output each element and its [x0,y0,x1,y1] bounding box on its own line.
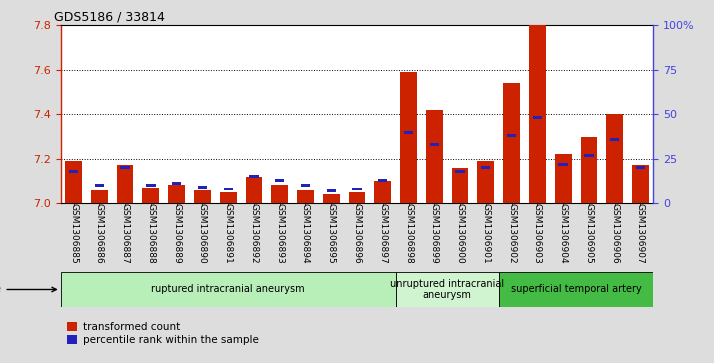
Bar [374,181,391,203]
Text: GSM1306902: GSM1306902 [507,203,516,264]
Text: GSM1306905: GSM1306905 [584,203,593,264]
Bar [121,166,130,169]
Bar [400,72,417,203]
Bar [353,188,361,191]
Bar [275,179,284,182]
Text: GSM1306885: GSM1306885 [69,203,78,264]
Bar [297,190,314,203]
Bar [533,117,542,119]
Bar [301,184,310,187]
Bar [558,163,568,166]
Text: GSM1306900: GSM1306900 [456,203,465,264]
Bar [529,25,545,203]
Bar [194,190,211,203]
Bar [606,114,623,203]
Text: tissue: tissue [0,285,56,294]
Text: GSM1306892: GSM1306892 [249,203,258,264]
Text: GSM1306897: GSM1306897 [378,203,387,264]
Bar [555,154,571,203]
Bar [95,184,104,187]
Bar [348,192,366,203]
Bar [580,136,598,203]
Text: GSM1306903: GSM1306903 [533,203,542,264]
Bar [396,272,498,307]
Text: GSM1306898: GSM1306898 [404,203,413,264]
Bar [223,188,233,191]
Bar [249,175,258,178]
Text: GSM1306893: GSM1306893 [275,203,284,264]
Bar [143,188,159,203]
Text: GSM1306896: GSM1306896 [353,203,361,264]
Bar [481,166,491,169]
Bar [503,83,520,203]
Text: GSM1306901: GSM1306901 [481,203,491,264]
Bar [69,170,79,173]
Text: GDS5186 / 33814: GDS5186 / 33814 [54,11,164,24]
Text: GSM1306888: GSM1306888 [146,203,156,264]
Bar [65,161,82,203]
Text: GSM1306889: GSM1306889 [172,203,181,264]
Bar [61,272,396,307]
Text: GSM1306891: GSM1306891 [223,203,233,264]
Text: GSM1306895: GSM1306895 [327,203,336,264]
Bar [220,192,236,203]
Legend: transformed count, percentile rank within the sample: transformed count, percentile rank withi… [66,321,259,346]
Bar [169,185,185,203]
Bar [378,179,388,182]
Bar [635,166,645,169]
Text: ruptured intracranial aneurysm: ruptured intracranial aneurysm [151,285,305,294]
Bar [507,134,516,137]
Text: GSM1306899: GSM1306899 [430,203,439,264]
Bar [452,168,468,203]
Text: GSM1306886: GSM1306886 [95,203,104,264]
Text: GSM1306904: GSM1306904 [558,203,568,264]
Text: GSM1306907: GSM1306907 [636,203,645,264]
Bar [172,182,181,185]
Text: GSM1306887: GSM1306887 [121,203,130,264]
Bar [498,272,653,307]
Text: GSM1306890: GSM1306890 [198,203,207,264]
Bar [323,195,340,203]
Bar [632,166,649,203]
Bar [430,143,439,146]
Bar [326,189,336,192]
Text: superficial temporal artery: superficial temporal artery [511,285,641,294]
Bar [146,184,156,187]
Bar [271,185,288,203]
Bar [246,177,262,203]
Text: GSM1306894: GSM1306894 [301,203,310,264]
Text: GSM1306906: GSM1306906 [610,203,619,264]
Bar [610,138,619,141]
Bar [116,166,134,203]
Bar [584,154,593,157]
Bar [456,170,465,173]
Bar [478,161,494,203]
Bar [91,190,108,203]
Bar [426,110,443,203]
Bar [404,131,413,134]
Text: unruptured intracranial
aneurysm: unruptured intracranial aneurysm [390,279,504,300]
Bar [198,186,207,189]
